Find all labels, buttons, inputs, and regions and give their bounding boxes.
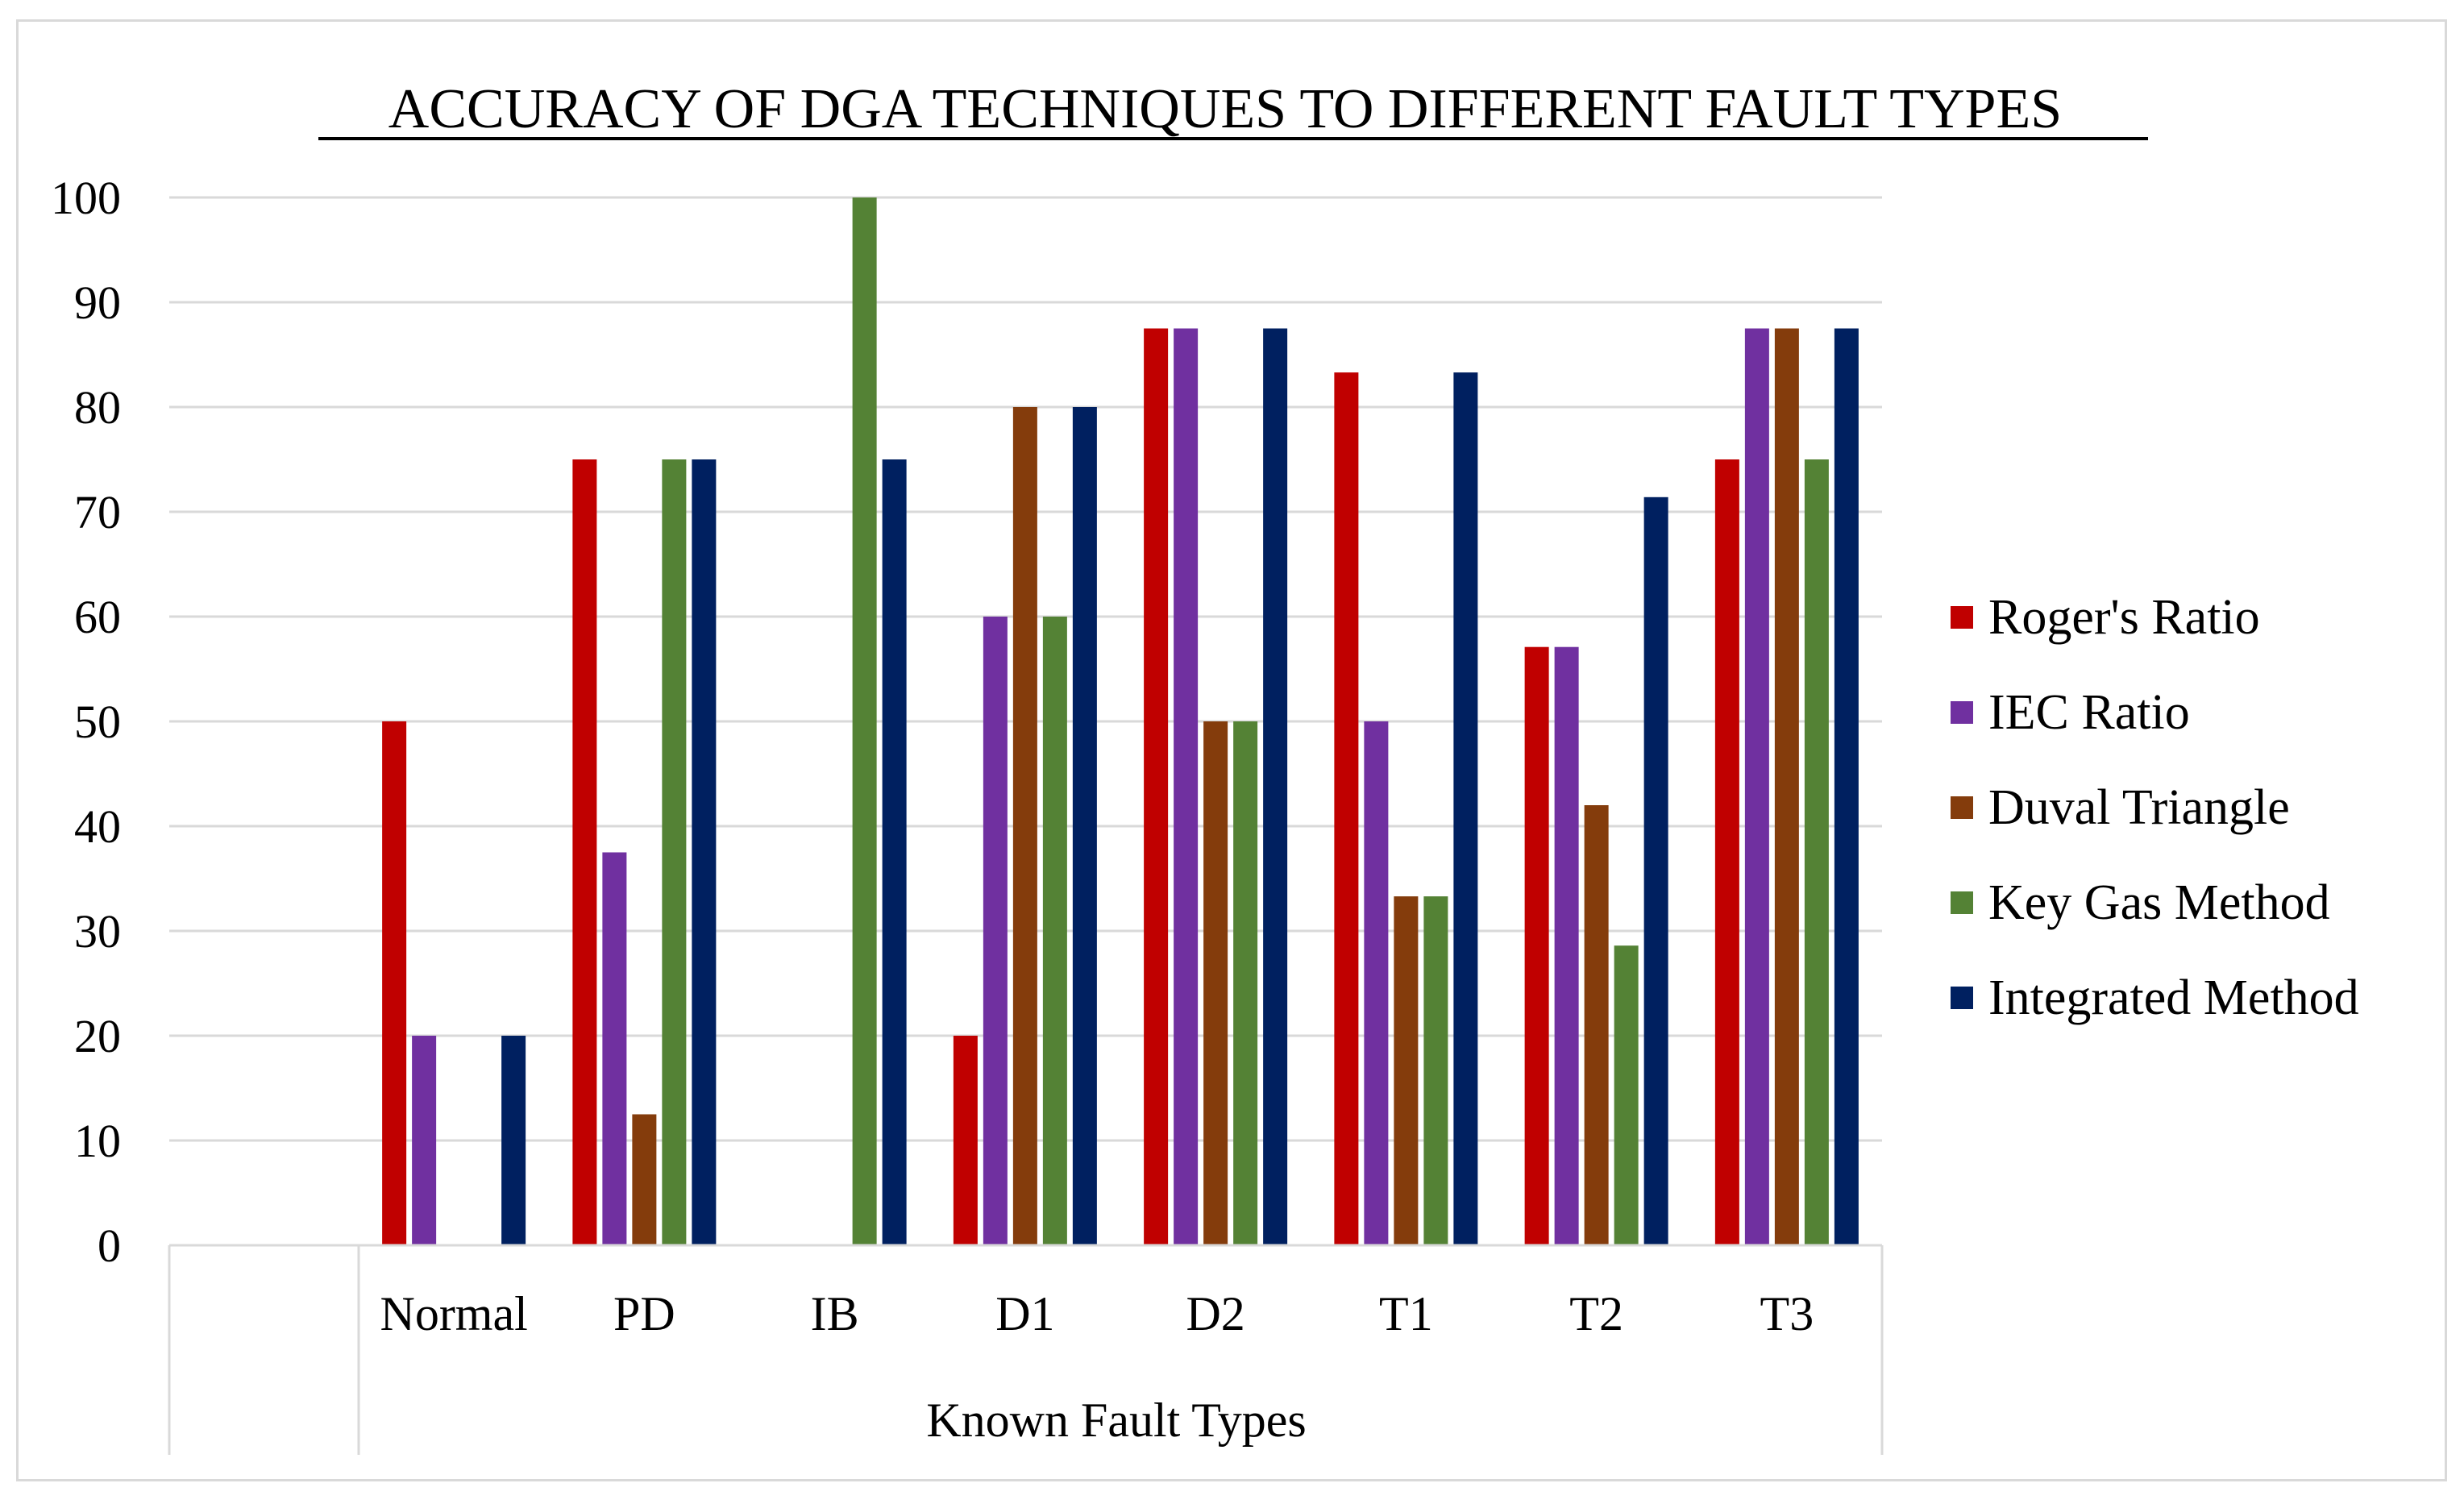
y-tick-label: 70 (74, 486, 121, 538)
bar (1174, 328, 1199, 1245)
y-tick-label: 10 (74, 1115, 121, 1167)
bar (1364, 721, 1389, 1245)
y-tick-label: 90 (74, 276, 121, 329)
x-tick-label: T3 (1760, 1287, 1814, 1340)
bar (1804, 459, 1829, 1245)
bar (412, 1036, 437, 1245)
bar (501, 1036, 526, 1245)
bar (1394, 896, 1419, 1245)
bar (1042, 617, 1067, 1245)
bar (662, 459, 687, 1245)
bar (1714, 459, 1739, 1245)
y-tick-label: 0 (98, 1219, 121, 1272)
category-axis (168, 1244, 1884, 1455)
bar (1774, 328, 1799, 1245)
bar (852, 197, 877, 1245)
legend-swatch (1951, 891, 1973, 914)
legend: Roger's Ratio IEC Ratio Duval Triangle Key … (1951, 590, 2359, 1025)
bar (1834, 328, 1859, 1245)
bar (572, 459, 597, 1245)
legend-label: Key Gas Method (1988, 875, 2330, 930)
bar (1584, 805, 1609, 1245)
x-tick-label: D1 (995, 1287, 1054, 1340)
bar (1643, 496, 1668, 1245)
y-axis-ticks: 0 10 20 30 40 50 60 70 80 90 100 (51, 172, 121, 1272)
bar (692, 459, 717, 1245)
x-tick-label: D2 (1186, 1287, 1244, 1340)
bar (1554, 646, 1579, 1245)
bar (953, 1036, 978, 1245)
bar (602, 852, 627, 1245)
bar (1203, 721, 1228, 1245)
x-tick-label: T1 (1379, 1287, 1433, 1340)
bar (1012, 407, 1037, 1245)
x-tick-label: T2 (1569, 1287, 1623, 1340)
bars (382, 197, 1859, 1246)
y-tick-label: 80 (74, 381, 121, 434)
legend-label: Duval Triangle (1988, 780, 2290, 835)
bar (1334, 372, 1359, 1246)
x-tick-label: IB (811, 1287, 859, 1340)
legend-swatch (1951, 796, 1973, 819)
x-tick-label: Normal (380, 1287, 527, 1340)
x-tick-label: PD (613, 1287, 675, 1340)
y-tick-label: 40 (74, 800, 121, 853)
bar (983, 617, 1008, 1245)
bar (382, 721, 407, 1245)
bar (1263, 328, 1288, 1245)
bar (1453, 372, 1478, 1246)
bar (1072, 407, 1097, 1245)
bar (1233, 721, 1258, 1245)
legend-label: IEC Ratio (1988, 685, 2190, 740)
x-axis-ticks: Normal PD IB D1 D2 T1 T2 T3 (380, 1287, 1814, 1340)
y-tick-label: 100 (51, 172, 121, 224)
bar (1524, 646, 1549, 1245)
bar (1744, 328, 1769, 1245)
legend-swatch (1951, 606, 1973, 629)
y-tick-label: 30 (74, 905, 121, 958)
bar (882, 459, 907, 1245)
chart-title: ACCURACY OF DGA TECHNIQUES TO DIFFERENT … (389, 78, 2062, 140)
x-axis-label: Known Fault Types (926, 1394, 1306, 1447)
legend-swatch (1951, 701, 1973, 724)
legend-label: Integrated Method (1988, 970, 2359, 1025)
bar (1423, 896, 1448, 1245)
legend-swatch (1951, 987, 1973, 1009)
legend-label: Roger's Ratio (1988, 590, 2260, 645)
y-tick-label: 50 (74, 696, 121, 748)
bar (1614, 945, 1639, 1245)
bar (632, 1114, 657, 1245)
y-tick-label: 20 (74, 1010, 121, 1062)
y-tick-label: 60 (74, 591, 121, 643)
bar (1144, 328, 1169, 1245)
